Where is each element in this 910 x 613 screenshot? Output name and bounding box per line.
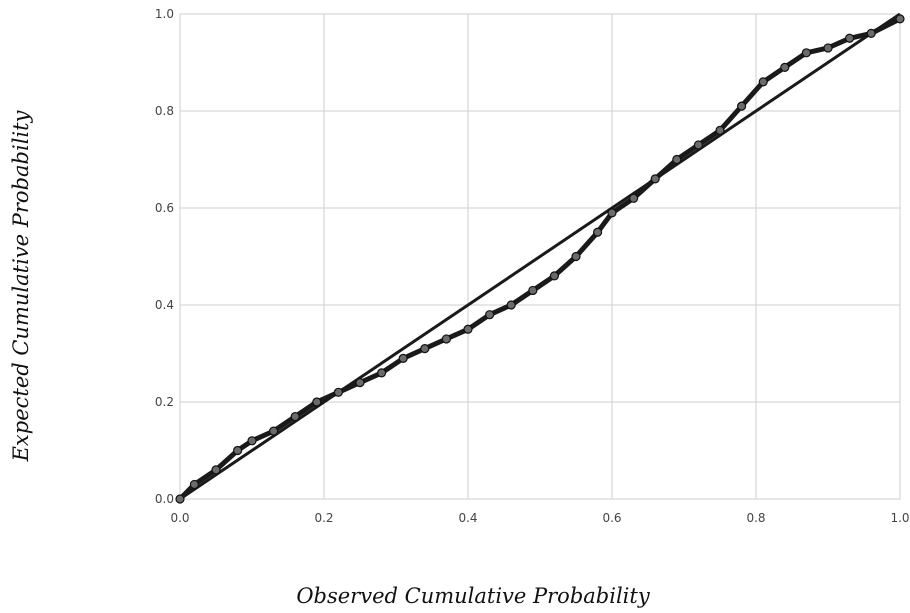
data-point	[758, 77, 768, 87]
data-point	[650, 174, 660, 184]
data-point	[736, 101, 747, 111]
grid	[179, 13, 901, 500]
data-point	[189, 479, 199, 490]
data-point	[377, 368, 387, 378]
x-tick-label: 0.6	[602, 511, 621, 525]
data-point	[607, 208, 617, 218]
data-point	[672, 154, 682, 165]
x-tick-label: 0.0	[170, 511, 189, 525]
y-tick-label: 0.4	[155, 298, 174, 312]
data-point	[441, 334, 451, 344]
data-point	[290, 411, 300, 422]
data-point	[312, 397, 322, 407]
x-tick-label: 0.2	[314, 511, 333, 525]
reference-line	[179, 12, 901, 501]
data-point	[355, 378, 365, 388]
data-point	[269, 426, 279, 436]
reference-line-group	[179, 12, 901, 501]
data-point	[801, 48, 812, 58]
data-point	[844, 33, 855, 43]
data-point	[895, 14, 905, 24]
data-point	[420, 344, 430, 354]
data-point	[571, 251, 581, 262]
data-point	[175, 494, 185, 504]
y-tick-label: 0.8	[155, 104, 174, 118]
x-tick-label: 0.4	[458, 511, 477, 525]
x-tick-label: 1.0	[890, 511, 909, 525]
data-point	[463, 324, 473, 334]
data-point	[592, 227, 603, 237]
data-point	[549, 271, 560, 281]
data-point	[247, 436, 257, 446]
data-point	[506, 300, 516, 310]
y-tick-label: 0.0	[155, 492, 174, 506]
data-point	[693, 140, 704, 150]
x-tick-label: 0.8	[746, 511, 765, 525]
data-point	[780, 62, 790, 72]
y-axis-title: Expected Cumulative Probability	[9, 109, 33, 462]
x-axis-title: Observed Cumulative Probability	[296, 584, 651, 608]
data-point	[528, 285, 538, 296]
data-point	[333, 387, 343, 397]
tick-labels: 0.0 0.2 0.4 0.6 0.8 1.0 0.0 0.2 0.4 0.6 0.8 1.0	[155, 7, 910, 525]
data-point	[823, 43, 833, 53]
data-point	[485, 310, 495, 320]
data-point	[233, 445, 243, 456]
data-points	[175, 14, 905, 504]
data-point	[211, 465, 221, 475]
y-tick-label: 0.6	[155, 201, 174, 215]
data-point	[628, 193, 639, 203]
y-tick-label: 1.0	[155, 7, 174, 21]
data-point	[715, 125, 725, 135]
data-point	[398, 353, 408, 363]
y-tick-label: 0.2	[155, 395, 174, 409]
data-point	[866, 28, 876, 39]
